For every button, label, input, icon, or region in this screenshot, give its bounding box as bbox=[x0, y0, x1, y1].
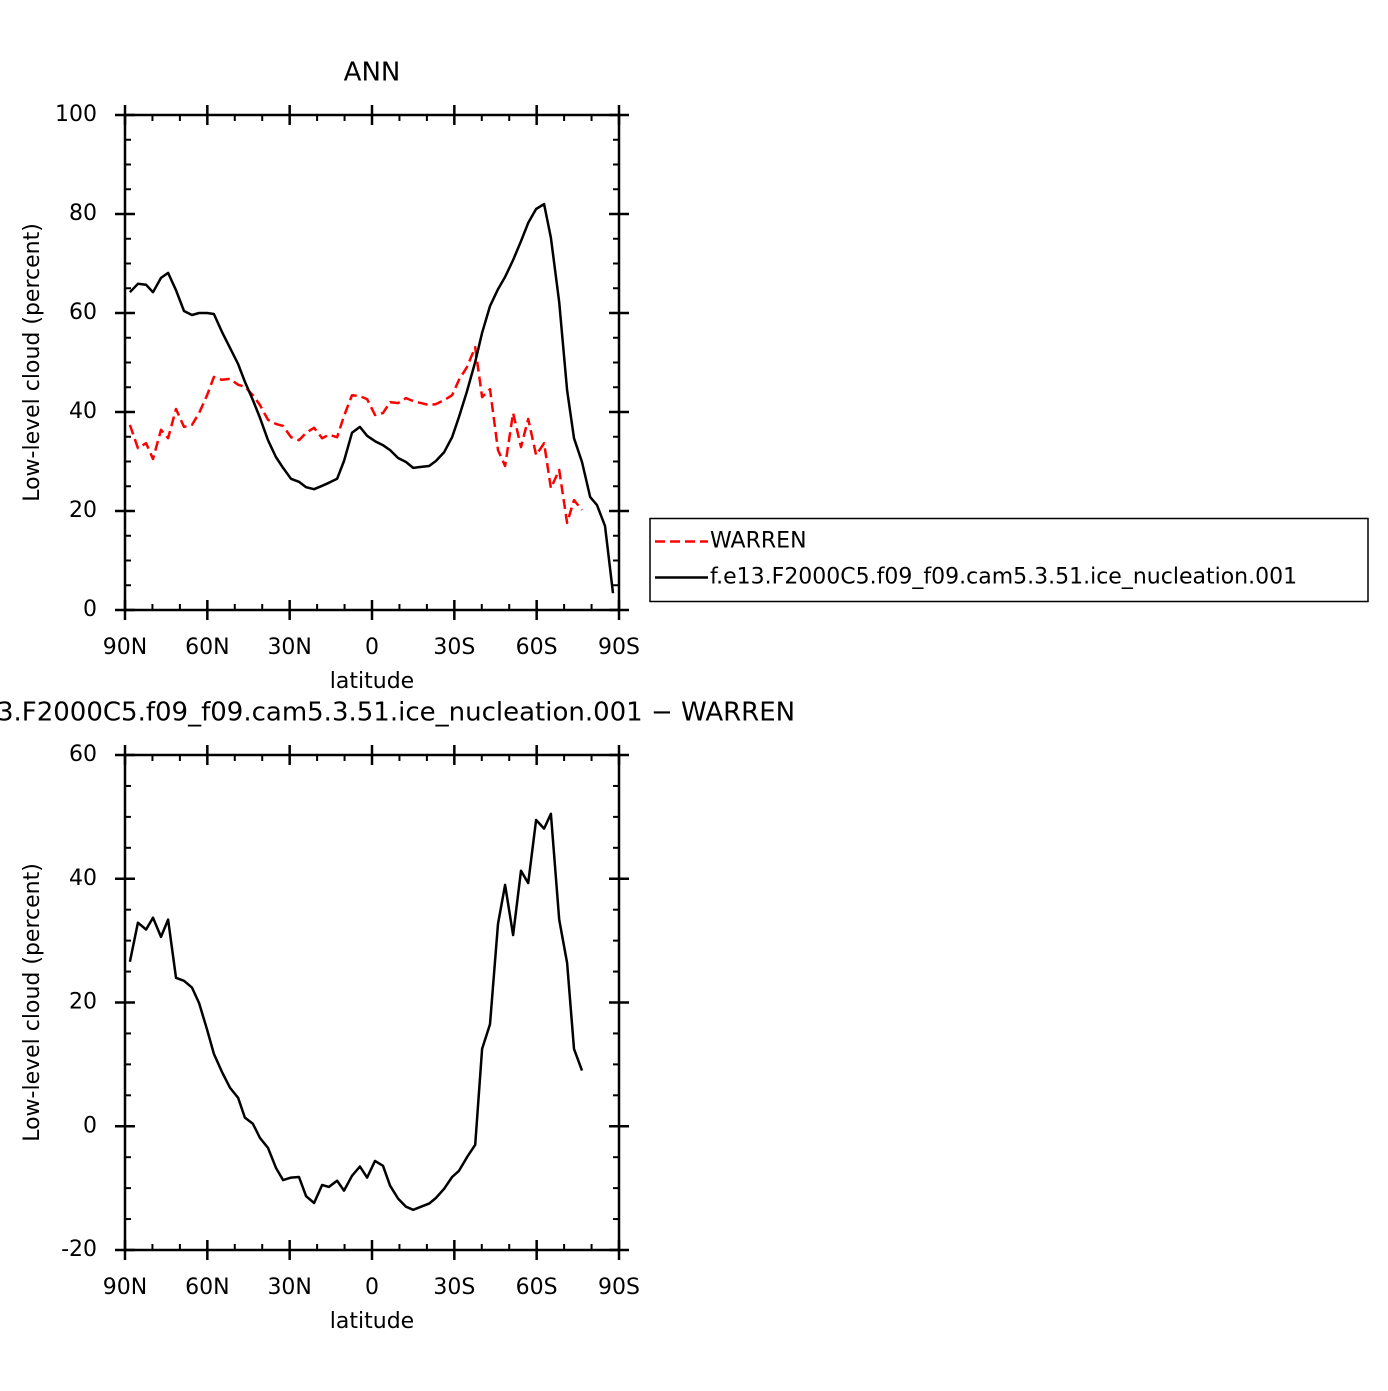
x-tick-label: 0 bbox=[365, 1275, 379, 1300]
y-axis-label: Low-level cloud (percent) bbox=[20, 223, 45, 502]
y-tick-label: -20 bbox=[61, 1237, 97, 1262]
plot-frame bbox=[123, 113, 621, 612]
x-axis-label: latitude bbox=[330, 669, 414, 694]
x-tick-label: 30S bbox=[433, 635, 475, 660]
y-tick-label: 0 bbox=[83, 1113, 97, 1138]
x-tick-label: 60S bbox=[516, 1275, 558, 1300]
y-tick-label: 20 bbox=[69, 498, 97, 523]
series-line bbox=[128, 812, 584, 1212]
y-tick-label: 0 bbox=[83, 597, 97, 622]
x-tick-label: 30S bbox=[433, 1275, 475, 1300]
legend-label: f.e13.F2000C5.f09_f09.cam5.3.51.ice_nucl… bbox=[710, 565, 1297, 590]
y-tick-label: 80 bbox=[69, 201, 97, 226]
x-tick-label: 90N bbox=[103, 1275, 147, 1300]
x-tick-label: 90S bbox=[598, 1275, 640, 1300]
series-line bbox=[128, 202, 615, 594]
x-tick-label: 60N bbox=[185, 1275, 229, 1300]
y-tick-label: 60 bbox=[69, 300, 97, 325]
x-tick-label: 60N bbox=[185, 635, 229, 660]
x-tick-label: 0 bbox=[365, 635, 379, 660]
series-line bbox=[128, 345, 583, 525]
chart-title: f.e13.F2000C5.f09_f09.cam5.3.51.ice_nucl… bbox=[0, 698, 795, 728]
x-tick-label: 30N bbox=[267, 1275, 311, 1300]
x-axis-label: latitude bbox=[330, 1309, 414, 1334]
chart-title: ANN bbox=[344, 58, 401, 88]
x-tick-label: 90S bbox=[598, 635, 640, 660]
legend-box bbox=[649, 517, 1369, 603]
y-tick-label: 20 bbox=[69, 990, 97, 1015]
y-tick-label: 40 bbox=[69, 866, 97, 891]
y-tick-label: 100 bbox=[55, 102, 97, 127]
x-tick-label: 90N bbox=[103, 635, 147, 660]
x-tick-label: 30N bbox=[267, 635, 311, 660]
x-tick-label: 60S bbox=[516, 635, 558, 660]
y-tick-label: 40 bbox=[69, 399, 97, 424]
y-axis-label: Low-level cloud (percent) bbox=[20, 863, 45, 1142]
legend-label: WARREN bbox=[710, 529, 807, 554]
y-tick-label: 60 bbox=[69, 742, 97, 767]
